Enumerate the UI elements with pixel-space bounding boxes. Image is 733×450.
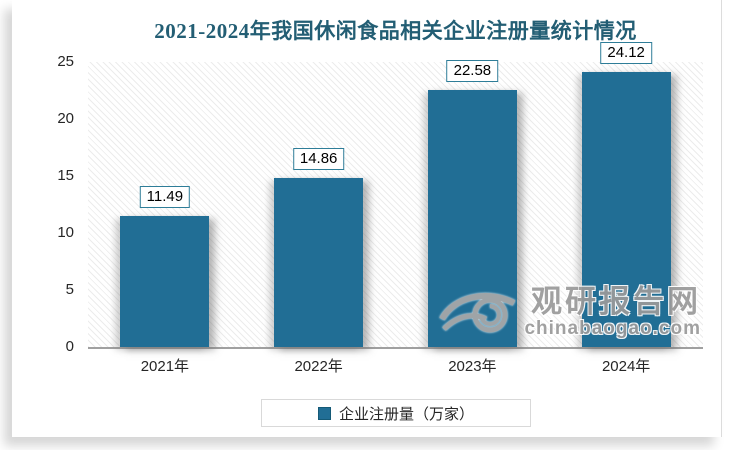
x-axis-category-label: 2021年 — [140, 358, 190, 375]
data-label: 11.49 — [139, 186, 191, 208]
legend: 企业注册量（万家） — [261, 399, 531, 427]
chart-title: 2021-2024年我国休闲食品相关企业注册量统计情况 — [154, 19, 637, 43]
chart-card: 2021-2024年我国休闲食品相关企业注册量统计情况 企业注册量（万家） 观研… — [12, 0, 722, 437]
y-axis-tick-label: 0 — [65, 338, 74, 355]
y-axis-tick-label: 25 — [57, 53, 74, 70]
data-label: 14.86 — [292, 147, 345, 170]
x-axis-category-label: 2024年 — [601, 358, 651, 375]
y-axis-tick-label: 20 — [57, 110, 74, 127]
bar-2022年 — [274, 177, 364, 347]
data-label: 24.12 — [600, 42, 652, 65]
y-axis-tick-label: 10 — [57, 224, 74, 241]
x-axis-category-label: 2023年 — [448, 358, 497, 375]
bar-2021年 — [120, 216, 210, 347]
y-axis-tick-label: 15 — [57, 167, 74, 184]
data-label: 22.58 — [446, 59, 499, 82]
bar-2024年 — [581, 72, 671, 347]
x-axis-category-label: 2022年 — [294, 358, 343, 375]
legend-label: 企业注册量（万家） — [338, 405, 474, 423]
bar-2023年 — [427, 89, 517, 347]
y-axis-tick-label: 5 — [65, 281, 74, 298]
legend-swatch-icon — [317, 406, 331, 420]
